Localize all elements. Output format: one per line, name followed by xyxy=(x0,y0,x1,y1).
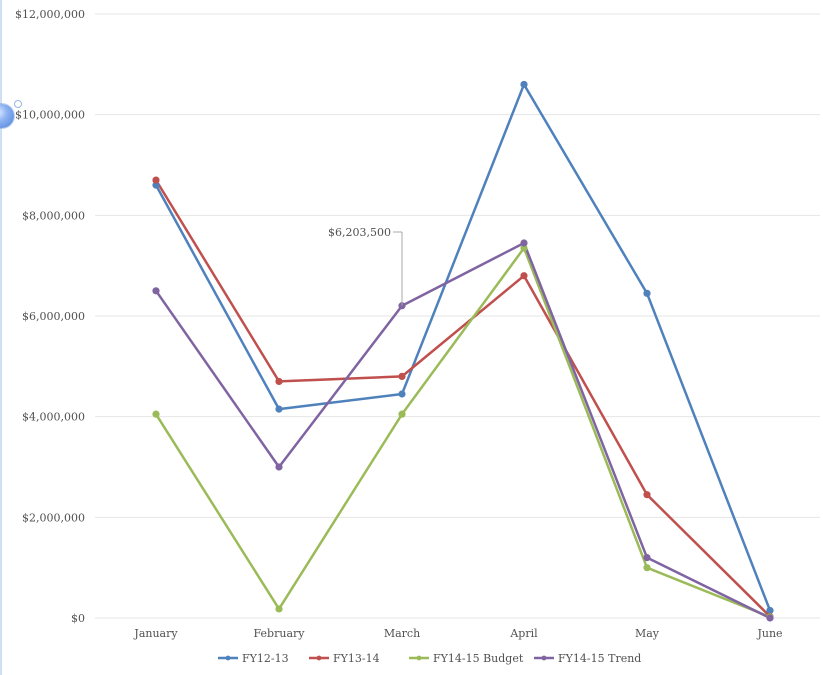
legend-label-0: FY12-13 xyxy=(242,652,289,665)
legend-marker-3 xyxy=(541,655,547,661)
legend: FY12-13 FY13-14 FY14-15 Budget FY14-15 Tren… xyxy=(218,652,641,665)
data-point-3-1 xyxy=(275,463,283,471)
series-layer xyxy=(154,83,772,620)
left-edge xyxy=(0,0,2,675)
y-tick-label: $0 xyxy=(71,612,85,625)
data-point-2-4 xyxy=(643,564,651,572)
handle-ring[interactable] xyxy=(14,100,22,108)
data-point-1-0 xyxy=(152,176,160,184)
data-point-1-2 xyxy=(398,372,406,380)
x-tick-label: May xyxy=(635,627,660,640)
data-point-3-4 xyxy=(643,553,651,562)
legend-marker-1 xyxy=(316,655,322,661)
x-tick-label: June xyxy=(756,627,782,640)
data-point-0-3 xyxy=(520,80,528,89)
marker-layer xyxy=(152,80,774,622)
data-point-0-2 xyxy=(398,390,406,398)
data-point-1-4 xyxy=(643,491,651,499)
callout-label: $6,203,500 xyxy=(328,226,391,239)
data-point-2-0 xyxy=(152,410,160,418)
series-line-2 xyxy=(154,246,772,619)
y-tick-label: $2,000,000 xyxy=(22,511,85,524)
data-point-0-5 xyxy=(766,606,774,615)
legend-marker-2 xyxy=(416,655,422,661)
handle-dot[interactable] xyxy=(0,104,14,128)
legend-marker-0 xyxy=(225,655,231,661)
x-tick-label: March xyxy=(384,627,420,640)
label-layer: $0 $2,000,000 $4,000,000 $6,000,000 $8,000,0… xyxy=(15,8,783,640)
series-line-3 xyxy=(154,241,772,620)
data-point-2-2 xyxy=(398,410,406,418)
grid-layer xyxy=(95,13,820,619)
legend-label-2: FY14-15 Budget xyxy=(433,652,524,665)
x-tick-label: February xyxy=(254,627,306,640)
data-point-0-4 xyxy=(643,289,651,297)
y-tick-label: $8,000,000 xyxy=(22,209,85,222)
x-tick-label: April xyxy=(509,627,538,640)
chart-handle[interactable] xyxy=(0,100,22,128)
series-line-1 xyxy=(154,178,772,618)
y-tick-label: $4,000,000 xyxy=(22,411,85,424)
legend-label-3: FY14-15 Trend xyxy=(558,652,641,665)
data-point-0-1 xyxy=(275,405,283,413)
y-tick-label: $12,000,000 xyxy=(15,8,85,21)
data-point-3-5 xyxy=(766,614,774,622)
data-point-3-0 xyxy=(152,287,160,295)
data-point-1-1 xyxy=(275,377,283,386)
legend-label-1: FY13-14 xyxy=(333,652,380,665)
annotation-layer: $6,203,500 xyxy=(328,226,403,306)
y-tick-label: $6,000,000 xyxy=(22,310,85,323)
y-tick-label: $10,000,000 xyxy=(15,109,85,122)
data-point-3-3 xyxy=(520,239,528,247)
data-point-2-1 xyxy=(275,605,283,613)
data-point-1-3 xyxy=(520,272,528,280)
series-line-0 xyxy=(154,83,772,612)
x-tick-label: January xyxy=(133,627,178,640)
